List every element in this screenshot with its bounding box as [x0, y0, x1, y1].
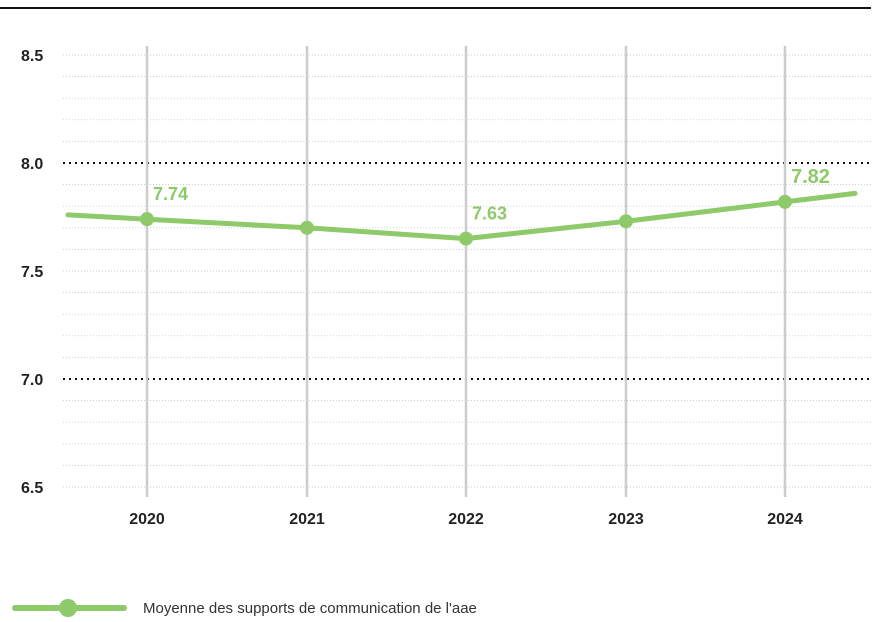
- series-points: [140, 194, 792, 246]
- data-point-2021: [300, 220, 314, 235]
- legend: Moyenne des supports de communication de…: [12, 594, 477, 622]
- x-tick-label: 2020: [129, 511, 165, 528]
- data-labels: 7.74 7.63 7.82: [153, 166, 830, 224]
- legend-marker: [59, 599, 77, 617]
- data-label-2022: 7.63: [472, 204, 507, 224]
- y-axis-tick-labels: 6.5 7.0 7.5 8.0 8.5: [21, 48, 43, 497]
- legend-swatch: [12, 594, 127, 622]
- data-point-2024: [778, 194, 792, 209]
- year-vertical-lines: [145, 46, 787, 497]
- x-tick-label: 2022: [448, 511, 484, 528]
- x-tick-label: 2023: [608, 511, 644, 528]
- x-axis-tick-labels: 2020 2021 2022 2023 2024: [129, 511, 803, 528]
- y-tick-label: 6.5: [21, 480, 43, 497]
- x-tick-label: 2021: [289, 511, 325, 528]
- data-point-2023: [619, 214, 633, 229]
- data-point-2020: [140, 212, 154, 227]
- y-tick-label: 8.0: [21, 156, 43, 173]
- legend-label: Moyenne des supports de communication de…: [143, 599, 477, 617]
- data-label-2024: 7.82: [791, 166, 830, 188]
- y-tick-label: 7.0: [21, 372, 43, 389]
- data-label-2020: 7.74: [153, 184, 188, 204]
- y-tick-label: 8.5: [21, 48, 43, 65]
- data-point-2022: [459, 231, 473, 246]
- x-tick-label: 2024: [767, 511, 803, 528]
- y-tick-label: 7.5: [21, 264, 43, 281]
